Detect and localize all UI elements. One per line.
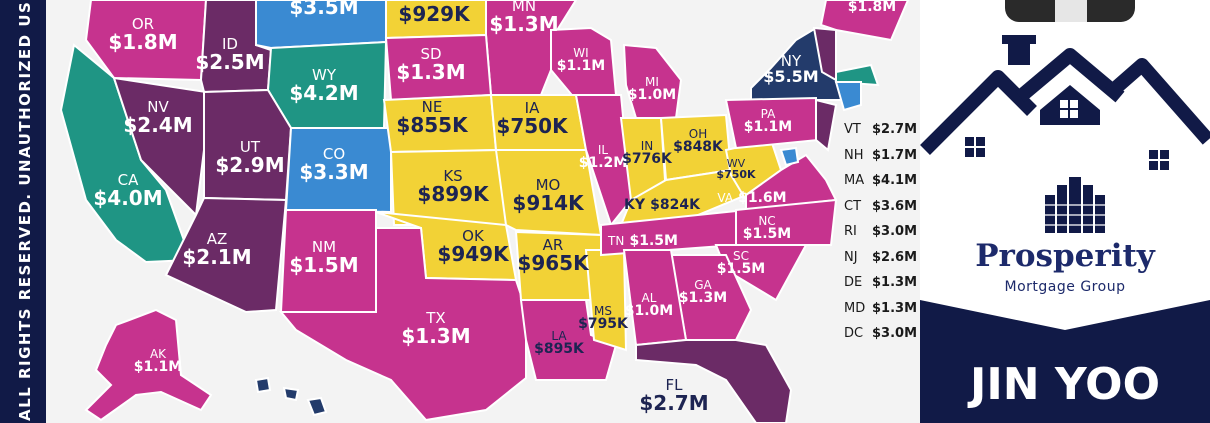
state-ma-shape [835, 63, 880, 87]
state-label-mn: MN $1.3M [489, 0, 559, 37]
state-la-shape [519, 299, 618, 381]
state-label-or: OR $1.8M [108, 15, 178, 55]
state-label-al: AL $1.0M [624, 290, 674, 319]
legend-row: CT $3.6M [844, 198, 918, 214]
legend-row: VT $2.7M [844, 122, 918, 137]
state-label-la: LA $895K [534, 328, 584, 357]
prosperity-logo-icon [920, 35, 1210, 233]
state-label-sc: SC $1.5M [716, 248, 766, 277]
state-label-az: AZ $2.1M [182, 230, 252, 270]
state-nj-shape [815, 98, 838, 152]
state-nv-shape [112, 76, 208, 218]
agent-photo [920, 0, 1210, 22]
state-label-ca: CA $4.0M [93, 171, 163, 211]
brand-panel: Prosperity Mortgage Group JIN YOO [920, 0, 1210, 423]
state-label-va: VA $1.6M [717, 189, 787, 206]
state-label-wv: WV $750K [716, 156, 756, 181]
copyright-text: ALL RIGHTS RESERVED. UNAUTHORIZED USE OR… [16, 0, 34, 421]
state-label-id: ID $2.5M [195, 35, 265, 75]
state-label-me: $1.8M [847, 0, 897, 15]
state-label-sd: SD $1.3M [396, 45, 466, 85]
side-copyright-strip: ALL RIGHTS RESERVED. UNAUTHORIZED USE OR… [0, 0, 46, 423]
state-label-fl: FL $2.7M [639, 376, 709, 416]
state-label-ms: MS $795K [578, 303, 628, 332]
state-co-shape [284, 127, 392, 214]
legend-row: MD $1.3M [844, 300, 918, 316]
state-label-ia: IA $750K [496, 99, 568, 139]
state-label-ks: KS $899K [417, 167, 489, 207]
state-label-tn: TN $1.5M [608, 232, 678, 249]
state-label-tx: TX $1.3M [401, 309, 471, 349]
state-label-nc: NC $1.5M [742, 213, 792, 242]
name-band-shape [920, 300, 1210, 423]
legend-row: NJ $2.6M [844, 249, 918, 265]
state-label-ga: GA $1.3M [678, 277, 728, 306]
state-label-nm: NM $1.5M [289, 238, 359, 278]
small-states-legend: VT $2.7M NH $1.7M MA $4.1M CT $3.6M RI $3.0M … [844, 122, 920, 352]
state-label-ne: NE $855K [396, 98, 468, 138]
state-label-co: CO $3.3M [299, 145, 369, 185]
state-ne-region-shape [819, 0, 910, 42]
state-or-shape [84, 0, 208, 82]
state-tx-shape [278, 227, 527, 422]
state-label-ky: KY $824K [624, 196, 700, 213]
state-label-wi: WI $1.1M [556, 45, 606, 74]
state-label-nd: $929K [398, 1, 470, 26]
state-label-oh: OH $848K [673, 126, 723, 155]
legend-row: RI $3.0M [844, 224, 918, 239]
state-label-il: IL $1.2M [578, 142, 628, 171]
state-label-mo: MO $914K [512, 176, 584, 216]
legend-row: DC $3.0M [844, 326, 918, 341]
legend-row: MA $4.1M [844, 173, 918, 188]
state-label-ok: OK $949K [437, 227, 509, 267]
state-label-wy: WY $4.2M [289, 66, 359, 106]
brand-subtitle: Mortgage Group [1004, 279, 1126, 295]
agent-name: JIN YOO [970, 359, 1160, 410]
state-label-ut: UT $2.9M [215, 138, 285, 178]
state-hi-island-1 [254, 376, 272, 394]
state-label-ak: AK $1.1M [133, 346, 183, 375]
map-shapes [59, 0, 910, 423]
state-label-pa: PA $1.1M [743, 106, 793, 135]
state-label-nv: NV $2.4M [123, 98, 193, 138]
state-nc-shape [735, 198, 838, 246]
state-ct-ri-shape [834, 81, 862, 112]
state-hi-island-3 [306, 396, 328, 417]
state-fl-shape [635, 339, 793, 423]
legend-row: DE $1.3M [844, 275, 918, 290]
state-label-ny: NY $5.5M [763, 52, 819, 87]
state-md-de-shape [779, 146, 800, 167]
state-label-in: IN $776K [622, 138, 672, 167]
state-ak-shape [84, 308, 213, 422]
brand-name: Prosperity [975, 238, 1155, 274]
state-il-shape [574, 94, 633, 228]
agent-photo-tie [1055, 0, 1087, 22]
state-hi-island-2 [282, 386, 300, 402]
legend-row: NH $1.7M [844, 147, 918, 163]
state-label-mi: MI $1.0M [627, 74, 677, 103]
state-label-mt: $3.5M [289, 0, 359, 19]
state-label-ar: AR $965K [517, 236, 589, 276]
us-map: OR $1.8M ID $2.5M $3.5M $929K MN $1.3M WY $4… [46, 0, 920, 423]
